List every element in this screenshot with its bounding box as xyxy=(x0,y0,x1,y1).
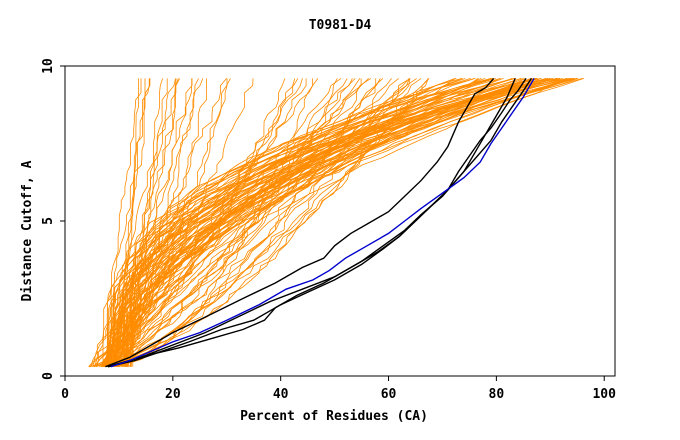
model-trace xyxy=(89,78,348,368)
model-trace xyxy=(106,78,384,368)
highlight-traces xyxy=(105,77,535,368)
y-axis-title: Distance Cutoff, A xyxy=(20,160,35,301)
model-trace xyxy=(108,78,429,368)
y-tick-label: 10 xyxy=(41,58,56,74)
model-trace xyxy=(121,78,493,367)
model-trace xyxy=(124,78,501,367)
model-trace xyxy=(119,78,494,367)
model-trace xyxy=(112,78,139,367)
highlight-trace-3 xyxy=(107,78,532,368)
model-trace xyxy=(111,78,151,367)
model-trace xyxy=(106,78,560,367)
background-traces xyxy=(88,78,585,368)
x-tick-label: 0 xyxy=(61,387,69,402)
model-trace xyxy=(96,78,142,367)
model-trace xyxy=(125,78,561,367)
model-trace xyxy=(106,78,542,367)
y-tick-label: 5 xyxy=(41,217,56,225)
axis-ticks: 0 20 40 60 80 100 0 5 10 xyxy=(41,58,616,402)
model-trace xyxy=(106,78,492,367)
model-trace xyxy=(106,78,517,367)
highlight-trace-4 xyxy=(110,78,535,368)
model-trace xyxy=(102,78,553,367)
model-trace xyxy=(109,78,476,367)
model-trace xyxy=(112,78,361,368)
x-tick-label: 80 xyxy=(489,387,505,402)
model-trace xyxy=(123,78,522,367)
model-trace xyxy=(125,78,521,367)
x-tick-label: 40 xyxy=(273,387,289,402)
chart-title: T0981-D4 xyxy=(309,18,372,33)
model-trace xyxy=(126,78,542,367)
x-axis-title: Percent of Residues (CA) xyxy=(240,409,428,424)
highlight-trace-0 xyxy=(105,77,495,368)
model-trace xyxy=(130,78,571,367)
y-tick-label: 0 xyxy=(41,372,56,380)
model-trace xyxy=(125,78,575,367)
model-trace xyxy=(113,78,524,367)
model-trace xyxy=(125,78,496,367)
x-tick-label: 20 xyxy=(165,387,181,402)
model-trace xyxy=(113,78,547,367)
model-trace xyxy=(115,78,538,367)
x-tick-label: 100 xyxy=(592,387,616,402)
x-tick-label: 60 xyxy=(381,387,397,402)
model-trace xyxy=(109,78,462,367)
